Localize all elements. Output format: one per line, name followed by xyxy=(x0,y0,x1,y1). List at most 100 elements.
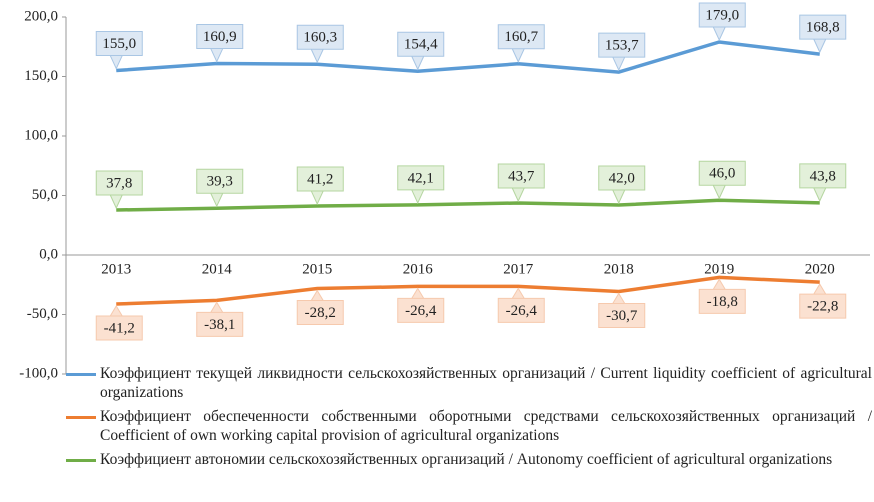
series-line xyxy=(116,40,820,74)
label-callout xyxy=(397,287,445,323)
x-tick-label: 2014 xyxy=(202,261,233,277)
y-tick-label: 200,0 xyxy=(24,8,58,24)
data-label: 153,7 xyxy=(598,32,646,72)
label-callout xyxy=(296,24,344,64)
data-label-text: 160,7 xyxy=(504,29,538,45)
data-label: -22,8 xyxy=(799,283,847,319)
legend-item: Коэффициент обеспеченности собственными … xyxy=(66,407,872,445)
y-tick-label: 150,0 xyxy=(24,68,58,84)
data-label: -41,2 xyxy=(95,305,143,341)
y-tick-label: -100,0 xyxy=(19,365,58,380)
data-label-text: -28,2 xyxy=(305,305,336,321)
data-label: 160,3 xyxy=(296,24,344,64)
data-label: -26,4 xyxy=(397,287,445,323)
label-callout xyxy=(598,292,646,329)
label-callout xyxy=(296,166,344,206)
data-label-text: 43,8 xyxy=(810,168,836,184)
label-callout xyxy=(196,24,244,63)
data-label: 42,0 xyxy=(598,165,646,205)
y-tick-label: 100,0 xyxy=(24,127,58,143)
y-tick-label: 50,0 xyxy=(32,187,58,203)
data-label: 39,3 xyxy=(196,168,244,208)
data-label-text: 39,3 xyxy=(207,174,233,190)
label-callout xyxy=(497,163,545,203)
label-callout xyxy=(296,289,344,326)
data-label-text: 160,3 xyxy=(303,30,337,46)
legend: Коэффициент текущей ликвидности сельскох… xyxy=(66,364,872,474)
data-label-text: 153,7 xyxy=(605,38,639,54)
data-label: 42,1 xyxy=(397,165,445,205)
data-label: 154,4 xyxy=(397,31,445,71)
data-label-text: -18,8 xyxy=(707,294,738,310)
data-label: 43,8 xyxy=(799,163,847,203)
data-label-text: 179,0 xyxy=(705,7,739,23)
data-label: -30,7 xyxy=(598,292,646,329)
label-callout xyxy=(497,24,545,63)
label-callout xyxy=(598,32,646,72)
series-line xyxy=(116,275,820,306)
y-tick-label: -50,0 xyxy=(27,306,58,322)
data-label-text: -38,1 xyxy=(204,317,235,333)
x-tick-label: 2019 xyxy=(704,261,734,277)
data-label: -28,2 xyxy=(296,289,344,326)
legend-item: Коэффициент текущей ликвидности сельскох… xyxy=(66,364,872,402)
data-label: 43,7 xyxy=(497,163,545,203)
label-callout xyxy=(95,305,143,341)
legend-item: Коэффициент автономии сельскохозяйственн… xyxy=(66,450,872,469)
legend-label: Коэффициент обеспеченности собственными … xyxy=(100,408,872,444)
data-label: -38,1 xyxy=(196,301,244,337)
data-label-text: 41,2 xyxy=(307,171,333,187)
data-label: 46,0 xyxy=(698,160,746,200)
data-label-text: -22,8 xyxy=(807,299,838,315)
series-line xyxy=(116,198,820,212)
label-callout xyxy=(397,31,445,71)
data-label: -18,8 xyxy=(698,278,746,314)
chart: -100,0 -50,0 0,0 50,0 100,0 150,0 200,0 2013 201… xyxy=(19,2,870,380)
x-tick-label: 2013 xyxy=(101,261,131,277)
label-callout xyxy=(196,301,244,337)
x-tick-label: 2017 xyxy=(503,261,534,277)
data-label-text: 42,0 xyxy=(609,170,635,186)
data-label-text: -26,4 xyxy=(405,303,437,319)
data-label-text: 154,4 xyxy=(404,37,438,53)
legend-label: Коэффициент текущей ликвидности сельскох… xyxy=(100,365,872,401)
data-label: 168,8 xyxy=(799,14,847,54)
data-label-text: -41,2 xyxy=(104,320,135,336)
label-callout xyxy=(799,163,847,203)
data-label-text: -30,7 xyxy=(606,308,638,324)
label-callout xyxy=(698,160,746,200)
data-label: 155,0 xyxy=(95,31,143,70)
legend-swatch xyxy=(66,416,96,419)
data-label: 37,8 xyxy=(95,170,143,210)
label-callout xyxy=(799,14,847,54)
x-tick-label: 2020 xyxy=(805,261,835,277)
data-label-text: 46,0 xyxy=(709,166,735,182)
data-label: 41,2 xyxy=(296,166,344,206)
data-label-text: -26,4 xyxy=(506,303,538,319)
label-callout xyxy=(95,170,143,210)
data-label-text: 43,7 xyxy=(508,168,535,184)
data-label-text: 37,8 xyxy=(106,175,132,191)
y-tick-label: 0,0 xyxy=(39,246,58,262)
label-callout xyxy=(698,278,746,314)
legend-label: Коэффициент автономии сельскохозяйственн… xyxy=(100,451,833,468)
x-tick-label: 2016 xyxy=(403,261,434,277)
data-label: -26,4 xyxy=(497,287,545,323)
data-label-text: 168,8 xyxy=(806,20,840,36)
label-callout xyxy=(598,165,646,205)
data-label: 160,7 xyxy=(497,24,545,63)
label-callout xyxy=(397,165,445,205)
label-callout xyxy=(196,168,244,208)
x-tick-label: 2018 xyxy=(604,261,634,277)
label-callout xyxy=(799,283,847,319)
data-label: 179,0 xyxy=(698,2,746,42)
data-label-text: 42,1 xyxy=(408,170,434,186)
x-tick-label: 2015 xyxy=(302,261,332,277)
data-label-text: 155,0 xyxy=(102,36,136,52)
label-callout xyxy=(698,2,746,42)
label-callout xyxy=(95,31,143,70)
data-label-text: 160,9 xyxy=(203,29,237,45)
data-label: 160,9 xyxy=(196,24,244,63)
legend-swatch xyxy=(66,373,96,376)
